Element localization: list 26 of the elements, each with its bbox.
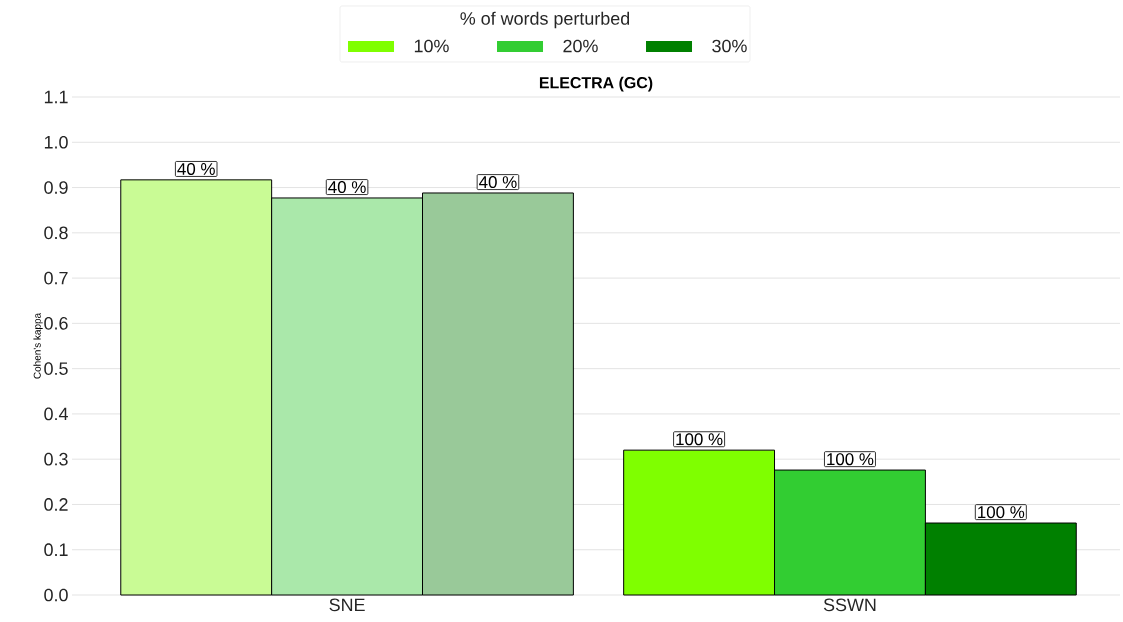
y-tick-label: 1.1	[44, 90, 68, 104]
y-tick-label: 1.0	[44, 135, 68, 149]
legend-label: 10%	[414, 39, 449, 53]
annotation: 100 %	[676, 433, 723, 446]
chart-title: ELECTRA (GC)	[539, 76, 653, 92]
legend-label: 30%	[712, 39, 747, 53]
y-tick-label: 0.0	[44, 588, 68, 602]
legend-title: % of words perturbed	[460, 11, 630, 29]
annotation: 100 %	[827, 453, 874, 466]
y-tick-label: 0.2	[44, 498, 68, 511]
annotation: 40 %	[177, 162, 215, 175]
y-tick-label: 0.5	[44, 362, 68, 375]
x-tick-label: SNE	[329, 598, 365, 612]
annotation: 40 %	[479, 176, 517, 189]
y-tick-label: 0.1	[44, 543, 68, 557]
y-tick-label: 0.6	[44, 317, 68, 330]
y-tick-label: 0.7	[44, 271, 68, 285]
y-tick-label: 0.3	[44, 452, 68, 466]
y-tick-label: 0.9	[44, 181, 68, 194]
legend-label: 20%	[563, 39, 598, 53]
x-tick-label: SSWN	[823, 598, 876, 612]
y-tick-label: 0.8	[44, 226, 68, 240]
annotation: 100 %	[978, 506, 1025, 519]
y-axis-title: Cohen's kappa	[33, 312, 43, 379]
annotation: 40 %	[328, 181, 366, 194]
y-tick-label: 0.4	[44, 407, 68, 421]
